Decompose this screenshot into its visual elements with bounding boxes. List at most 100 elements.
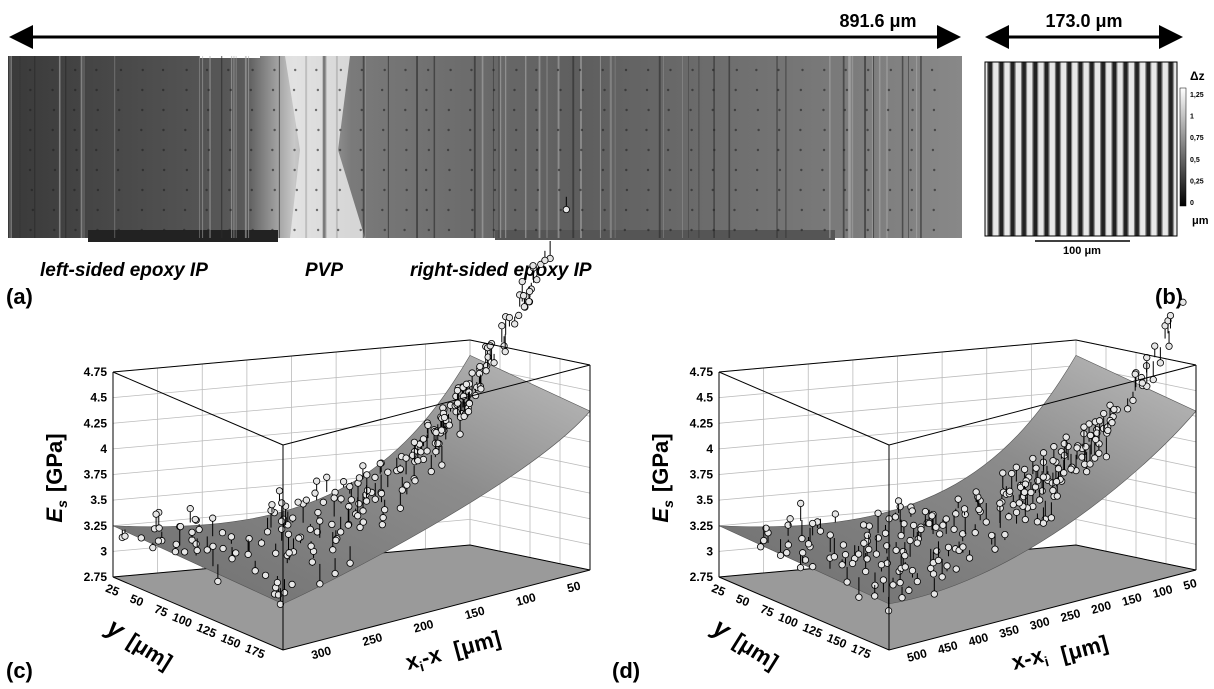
indent bbox=[228, 168, 231, 172]
indent bbox=[734, 168, 738, 172]
measurement-point bbox=[520, 303, 528, 311]
indent bbox=[647, 148, 650, 152]
measurement-point bbox=[323, 473, 331, 481]
indent bbox=[886, 108, 890, 112]
indent bbox=[404, 168, 408, 172]
indent bbox=[535, 168, 538, 172]
x-tick-label: 200 bbox=[412, 617, 435, 636]
measurement-point bbox=[465, 399, 474, 408]
y-axis-label: y[μm] bbox=[100, 611, 179, 676]
indent bbox=[75, 208, 78, 212]
indent bbox=[162, 188, 166, 192]
measurement-point bbox=[562, 205, 570, 214]
indent bbox=[755, 188, 759, 192]
measurement-point bbox=[952, 510, 960, 518]
measurement-point bbox=[925, 519, 933, 528]
indent bbox=[447, 228, 451, 232]
indent bbox=[800, 168, 803, 172]
indent bbox=[888, 188, 892, 192]
indent bbox=[536, 188, 540, 192]
measurement-point bbox=[938, 573, 946, 581]
z-label-symbol: E bbox=[42, 507, 67, 523]
indent bbox=[492, 208, 496, 212]
indent bbox=[359, 128, 362, 132]
indent bbox=[578, 68, 582, 72]
box-edge bbox=[718, 339, 1077, 373]
indent bbox=[227, 68, 230, 72]
indent bbox=[273, 68, 276, 72]
measurement-point bbox=[257, 539, 266, 547]
indent bbox=[932, 228, 936, 232]
indent bbox=[909, 168, 912, 172]
indent bbox=[317, 128, 320, 132]
indent bbox=[513, 88, 516, 92]
measurement-point bbox=[376, 459, 384, 468]
indent bbox=[512, 108, 516, 112]
y-tick-label: 175 bbox=[243, 641, 267, 662]
indent bbox=[427, 228, 431, 232]
indent bbox=[293, 68, 297, 72]
indent bbox=[493, 148, 497, 152]
y-tick-label: 150 bbox=[219, 631, 243, 652]
measurement-point bbox=[1102, 453, 1110, 461]
measurement-point bbox=[960, 505, 969, 513]
indent bbox=[96, 188, 100, 192]
colorbar-tick-label: 0,25 bbox=[1190, 178, 1204, 185]
measurement-point bbox=[1009, 501, 1017, 509]
indent bbox=[140, 208, 144, 212]
measurement-point bbox=[860, 539, 868, 547]
measurement-point bbox=[1012, 508, 1021, 516]
measurement-point bbox=[356, 523, 364, 532]
indent bbox=[425, 108, 428, 112]
measurement-point bbox=[306, 525, 314, 533]
indent bbox=[427, 148, 431, 152]
indent bbox=[470, 68, 473, 72]
measurement-point bbox=[1091, 454, 1099, 462]
measurement-point bbox=[863, 531, 871, 539]
measurement-point bbox=[1027, 488, 1035, 497]
indent bbox=[95, 128, 98, 132]
indent bbox=[360, 68, 364, 72]
measurement-point bbox=[831, 510, 839, 518]
measurement-point bbox=[359, 462, 367, 470]
measurement-point bbox=[272, 549, 280, 557]
measurement-point bbox=[288, 580, 296, 589]
indent bbox=[579, 188, 582, 192]
measurement-point bbox=[518, 277, 526, 286]
measurement-point bbox=[843, 578, 851, 586]
measurement-point bbox=[1015, 499, 1023, 507]
indent bbox=[601, 128, 605, 132]
indent bbox=[690, 228, 693, 232]
indent bbox=[755, 68, 758, 72]
measurement-point bbox=[313, 477, 321, 485]
indent bbox=[251, 228, 254, 232]
y-tick-label: 25 bbox=[710, 581, 728, 599]
indent bbox=[51, 88, 54, 92]
indent bbox=[713, 148, 716, 152]
measurement-point bbox=[1100, 409, 1108, 418]
indent bbox=[668, 168, 671, 172]
panel-tag: (b) bbox=[1155, 284, 1183, 309]
indent bbox=[271, 148, 274, 152]
indent bbox=[52, 188, 55, 192]
indent bbox=[823, 88, 826, 92]
indent bbox=[932, 108, 936, 112]
indent bbox=[691, 88, 694, 92]
measurement-point bbox=[171, 548, 180, 556]
measurement-point bbox=[154, 537, 163, 545]
measurement-point bbox=[331, 569, 339, 578]
indent bbox=[117, 208, 120, 212]
measurement-point bbox=[410, 438, 418, 446]
indent bbox=[470, 188, 473, 192]
indent bbox=[493, 168, 496, 172]
indent bbox=[314, 108, 318, 112]
measurement-point bbox=[760, 536, 768, 545]
measurement-point bbox=[896, 503, 904, 511]
measurement-point bbox=[359, 507, 367, 515]
indent bbox=[799, 148, 802, 152]
z-tick-label: 3.25 bbox=[690, 519, 714, 533]
indent bbox=[866, 68, 870, 72]
indent bbox=[647, 108, 650, 112]
region-label: right-sided epoxy IP bbox=[410, 260, 592, 281]
indent bbox=[625, 128, 628, 132]
